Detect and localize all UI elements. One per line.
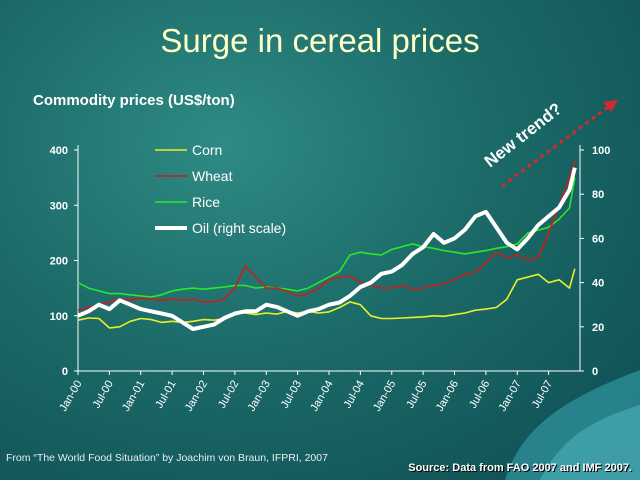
- x-tick-label: Jul-04: [342, 379, 367, 411]
- y-right-tick-label: 60: [592, 233, 604, 245]
- legend-label: Wheat: [192, 168, 233, 184]
- x-tick-label: Jan-06: [434, 379, 461, 414]
- legend-label: Corn: [192, 142, 222, 158]
- x-tick-label: Jul-07: [530, 379, 555, 411]
- slide-title: Surge in cereal prices: [160, 22, 480, 59]
- trend-arrow-head: [603, 100, 618, 112]
- decorative-wave: [540, 405, 640, 480]
- annotation-label: New trend?: [481, 99, 566, 171]
- x-tick-label: Jul-00: [91, 379, 116, 411]
- y-right-tick-label: 100: [592, 145, 610, 157]
- footnote: From “The World Food Situation” by Joach…: [6, 452, 328, 464]
- y-left-tick-label: 400: [50, 145, 68, 157]
- series-line-wheat: [77, 160, 576, 311]
- legend-label: Oil (right scale): [192, 220, 286, 236]
- source-note: Source: Data from FAO 2007 and IMF 2007.: [408, 462, 632, 474]
- y-right-tick-label: 80: [592, 189, 604, 201]
- x-tick-label: Jan-04: [308, 379, 335, 414]
- chart-subtitle: Commodity prices (US$/ton): [33, 92, 235, 109]
- y-left-tick-label: 300: [50, 200, 68, 212]
- x-tick-label: Jul-06: [467, 379, 492, 411]
- x-tick-label: Jul-02: [216, 379, 241, 411]
- x-tick-label: Jan-03: [246, 379, 273, 414]
- series-line-oil: [77, 167, 577, 331]
- trend-arrow-line: [501, 102, 613, 188]
- legend-label: Rice: [192, 194, 220, 210]
- y-right-tick-label: 0: [592, 366, 598, 378]
- decorative-wave: [505, 370, 640, 480]
- series-line-corn: [77, 268, 576, 329]
- y-left-tick-label: 0: [62, 366, 68, 378]
- y-right-tick-label: 20: [592, 322, 604, 334]
- x-tick-label: Jan-07: [497, 379, 524, 414]
- y-left-tick-label: 200: [50, 256, 68, 268]
- x-tick-label: Jan-05: [371, 379, 398, 414]
- y-left-tick-label: 100: [50, 311, 68, 323]
- x-tick-label: Jan-01: [120, 379, 147, 414]
- series-line-rice: [77, 177, 576, 298]
- x-tick-label: Jan-02: [183, 379, 210, 414]
- chart-series: [77, 160, 577, 331]
- x-tick-label: Jul-05: [404, 379, 429, 411]
- y-right-tick-label: 40: [592, 278, 604, 290]
- x-tick-label: Jan-00: [57, 379, 84, 414]
- x-tick-label: Jul-03: [279, 379, 304, 411]
- chart-legend: Corn Wheat Rice Oil (right scale): [155, 142, 286, 236]
- x-tick-label: Jul-01: [153, 379, 178, 411]
- chart-annotation: New trend?: [481, 99, 618, 188]
